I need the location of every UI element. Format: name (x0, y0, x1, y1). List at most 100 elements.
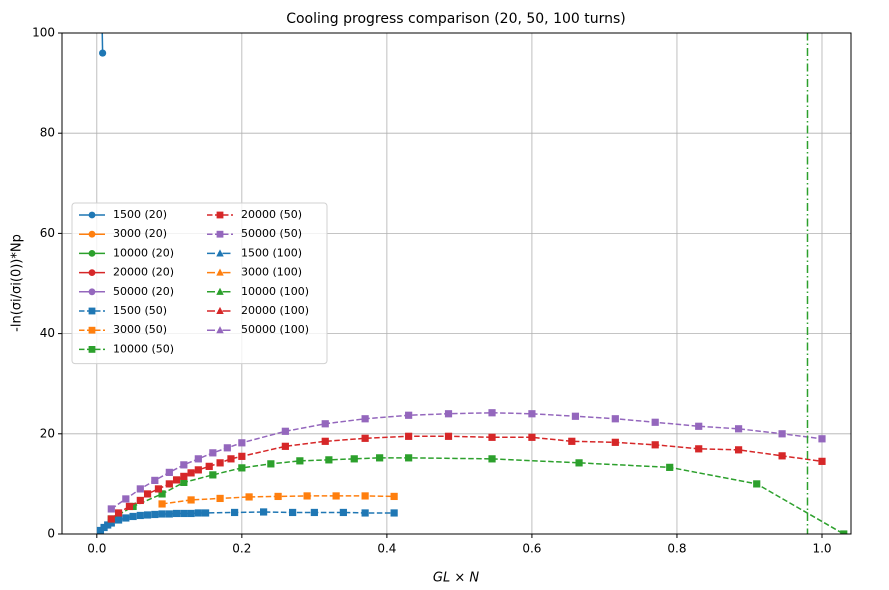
legend-label: 1500 (100) (241, 246, 302, 259)
marker (571, 412, 580, 420)
marker (260, 508, 268, 516)
series-line (101, 33, 104, 54)
marker (180, 478, 188, 486)
y-axis-label: -ln(σi/σi(0))*Np (10, 234, 25, 332)
marker (575, 459, 583, 467)
legend-label: 3000 (50) (113, 323, 167, 336)
marker (122, 514, 130, 522)
marker (568, 437, 576, 445)
marker (296, 457, 304, 465)
marker (695, 422, 703, 430)
marker (361, 509, 369, 517)
marker (216, 494, 224, 503)
marker (187, 469, 195, 477)
marker (303, 492, 311, 500)
marker (114, 516, 123, 524)
marker (143, 490, 152, 498)
legend-marker (216, 211, 224, 219)
marker (180, 509, 188, 518)
marker (114, 509, 123, 517)
marker (488, 409, 496, 417)
marker (390, 492, 398, 501)
marker (778, 430, 786, 438)
y-tick-label: 0 (47, 527, 55, 541)
marker (734, 446, 743, 454)
legend-label: 20000 (100) (241, 304, 309, 317)
legend-marker (216, 326, 224, 334)
marker (158, 510, 166, 518)
legend-marker (88, 346, 96, 353)
legend-marker (88, 250, 96, 257)
marker (361, 492, 369, 500)
ticks: 0.0 0.2 0.4 0.6 0.8 1.0 0 20 40 60 80 100 (32, 26, 831, 556)
marker (289, 508, 297, 517)
marker (238, 464, 246, 472)
marker (223, 444, 231, 452)
marker (96, 526, 105, 534)
legend-label: 20000 (50) (241, 208, 302, 221)
legend-marker (216, 287, 224, 295)
marker (488, 455, 496, 463)
marker (818, 457, 826, 465)
marker (840, 530, 848, 534)
legend-label: 10000 (100) (241, 285, 309, 298)
legend-label: 10000 (20) (113, 246, 174, 259)
legend-label: 3000 (100) (241, 266, 302, 279)
marker (444, 410, 453, 418)
marker (209, 471, 217, 479)
marker (325, 456, 333, 464)
marker (281, 427, 289, 435)
legend-marker (88, 326, 96, 334)
marker (321, 420, 329, 428)
legend-label: 50000 (20) (113, 285, 174, 298)
legend-label: 10000 (50) (113, 342, 174, 355)
marker (136, 496, 144, 505)
marker (194, 509, 202, 517)
marker (158, 490, 166, 498)
marker (107, 505, 115, 513)
marker (165, 510, 173, 518)
marker (695, 445, 703, 453)
x-tick-label: 1.0 (812, 542, 831, 556)
marker (376, 454, 384, 462)
legend-marker (88, 288, 96, 296)
marker (651, 441, 659, 449)
y-tick-label: 20 (40, 426, 55, 440)
marker (201, 509, 210, 517)
marker (778, 452, 786, 460)
marker (107, 519, 115, 527)
marker (151, 510, 159, 519)
marker (129, 512, 137, 521)
marker (238, 452, 246, 460)
marker (107, 515, 115, 523)
y-tick-label: 40 (40, 326, 55, 340)
legend-label: 3000 (20) (113, 227, 167, 240)
marker (405, 411, 413, 419)
legend-marker (216, 306, 224, 315)
marker (136, 511, 144, 520)
marker (651, 418, 659, 426)
marker (143, 511, 152, 519)
legend-label: 50000 (50) (241, 227, 302, 240)
marker (125, 502, 134, 511)
legend-marker (216, 268, 224, 276)
marker (180, 461, 188, 469)
marker (165, 468, 173, 476)
marker (444, 432, 453, 440)
marker (332, 492, 340, 500)
x-tick-label: 0.8 (667, 542, 686, 556)
marker (405, 454, 413, 462)
x-tick-label: 0.6 (522, 542, 541, 556)
marker (216, 459, 224, 467)
marker (129, 502, 137, 511)
marker (194, 455, 202, 463)
legend-marker (216, 249, 224, 257)
marker (350, 455, 358, 463)
legend-label: 50000 (100) (241, 323, 309, 336)
marker (151, 476, 159, 484)
marker (99, 49, 107, 57)
marker (122, 495, 130, 503)
marker (187, 496, 195, 504)
